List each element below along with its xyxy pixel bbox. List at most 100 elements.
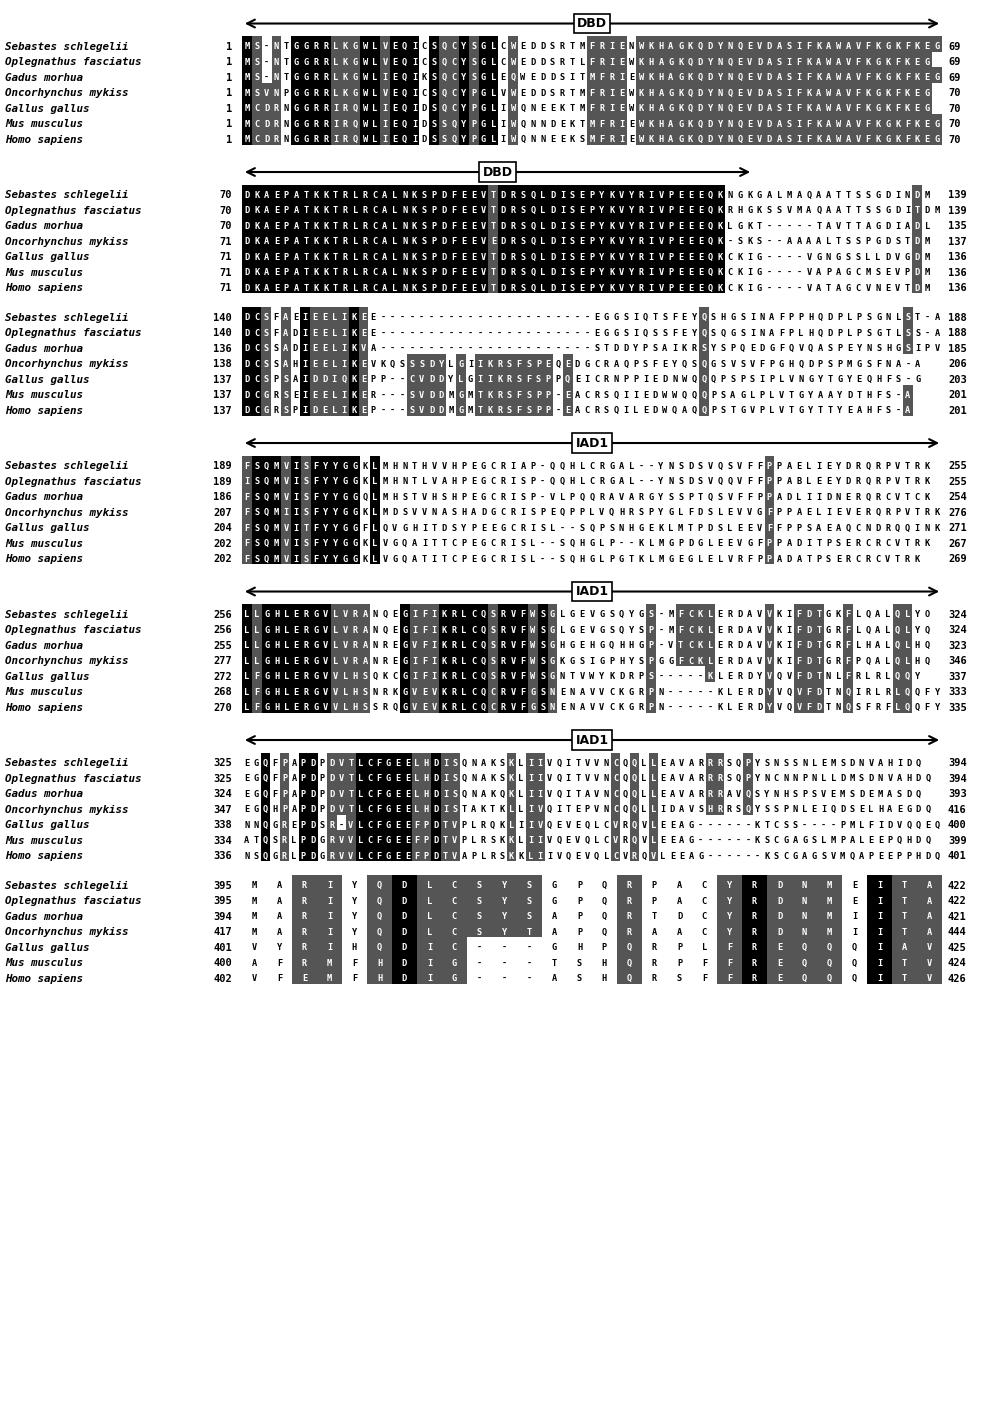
Bar — [479, 650, 488, 665]
Text: P: P — [769, 375, 774, 385]
Text: E: E — [274, 191, 279, 199]
Text: A: A — [857, 406, 862, 416]
Text: C: C — [609, 688, 614, 696]
Bar — [370, 129, 380, 145]
Text: E: E — [395, 774, 401, 783]
Text: D: D — [777, 928, 782, 936]
Bar — [725, 129, 735, 145]
Text: N: N — [540, 119, 545, 129]
Text: G: G — [386, 804, 391, 814]
Text: N: N — [402, 191, 407, 199]
Text: L: L — [905, 626, 910, 635]
Text: D: D — [614, 344, 619, 352]
Bar — [400, 635, 410, 650]
Text: N: N — [886, 359, 891, 368]
Bar — [311, 232, 321, 247]
Text: S: S — [711, 313, 716, 322]
Text: I: I — [897, 758, 902, 768]
Text: Q: Q — [846, 703, 851, 712]
Text: C: C — [856, 268, 861, 277]
Bar — [824, 52, 834, 67]
Text: K: K — [490, 774, 495, 783]
Bar — [459, 215, 469, 232]
Text: K: K — [509, 758, 514, 768]
Text: E: E — [461, 284, 466, 292]
Text: Q: Q — [622, 804, 628, 814]
Bar — [784, 67, 794, 83]
Text: P: P — [609, 539, 614, 548]
Text: N: N — [274, 88, 279, 97]
Text: A: A — [915, 359, 920, 368]
Text: E: E — [643, 406, 648, 416]
Text: 399: 399 — [948, 835, 967, 845]
Text: 269: 269 — [948, 555, 967, 564]
Text: -: - — [555, 329, 561, 337]
Text: K: K — [412, 284, 417, 292]
Bar — [380, 199, 390, 215]
Text: D: D — [737, 611, 743, 619]
Text: Oplegnathus fasciatus: Oplegnathus fasciatus — [5, 476, 142, 487]
Text: G: G — [343, 508, 348, 517]
Text: H: H — [808, 329, 813, 337]
Text: D: D — [244, 390, 249, 400]
Bar — [646, 665, 656, 681]
Bar — [912, 37, 922, 52]
Bar — [479, 129, 488, 145]
Text: A: A — [689, 774, 694, 783]
Text: S: S — [432, 104, 437, 114]
Text: V: V — [622, 852, 628, 861]
Bar — [317, 952, 342, 967]
Text: G: G — [353, 477, 358, 486]
Text: P: P — [301, 852, 306, 861]
Text: S: S — [540, 611, 545, 619]
Bar — [794, 83, 804, 98]
Bar — [843, 114, 853, 129]
Text: I: I — [412, 104, 417, 114]
Bar — [587, 67, 597, 83]
Text: P: P — [462, 835, 467, 845]
Text: R: R — [274, 135, 279, 145]
Bar — [390, 263, 400, 278]
Text: E: E — [836, 508, 841, 517]
Bar — [262, 635, 272, 650]
Text: R: R — [639, 268, 644, 277]
Text: A: A — [816, 58, 821, 66]
Bar — [488, 263, 498, 278]
Bar — [534, 400, 543, 416]
Text: A: A — [462, 852, 467, 861]
Text: N: N — [471, 774, 476, 783]
Text: W: W — [363, 88, 368, 97]
Text: L: L — [896, 329, 901, 337]
Text: K: K — [351, 344, 356, 352]
Bar — [449, 665, 459, 681]
Text: -: - — [458, 329, 463, 337]
Bar — [370, 67, 380, 83]
Bar — [380, 278, 390, 293]
Bar — [715, 278, 725, 293]
Bar — [853, 114, 863, 129]
Bar — [587, 37, 597, 52]
Bar — [341, 470, 350, 487]
Text: P: P — [745, 758, 751, 768]
Text: I: I — [303, 313, 308, 322]
Bar — [883, 114, 893, 129]
Bar — [291, 184, 301, 199]
Text: -: - — [400, 313, 405, 322]
Text: D: D — [850, 758, 855, 768]
Text: T: T — [905, 284, 910, 292]
Bar — [867, 967, 892, 983]
Text: H: H — [461, 508, 466, 517]
Text: E: E — [885, 268, 890, 277]
Text: -: - — [400, 344, 405, 352]
Text: S: S — [526, 359, 531, 368]
Text: G: G — [343, 524, 348, 532]
Text: E: E — [322, 406, 327, 416]
Bar — [301, 37, 311, 52]
Text: L: L — [806, 462, 812, 470]
Bar — [400, 619, 410, 635]
Text: P: P — [589, 284, 595, 292]
Text: 400: 400 — [948, 820, 967, 830]
Text: Y: Y — [323, 524, 328, 532]
Text: I: I — [537, 758, 543, 768]
Bar — [456, 400, 466, 416]
